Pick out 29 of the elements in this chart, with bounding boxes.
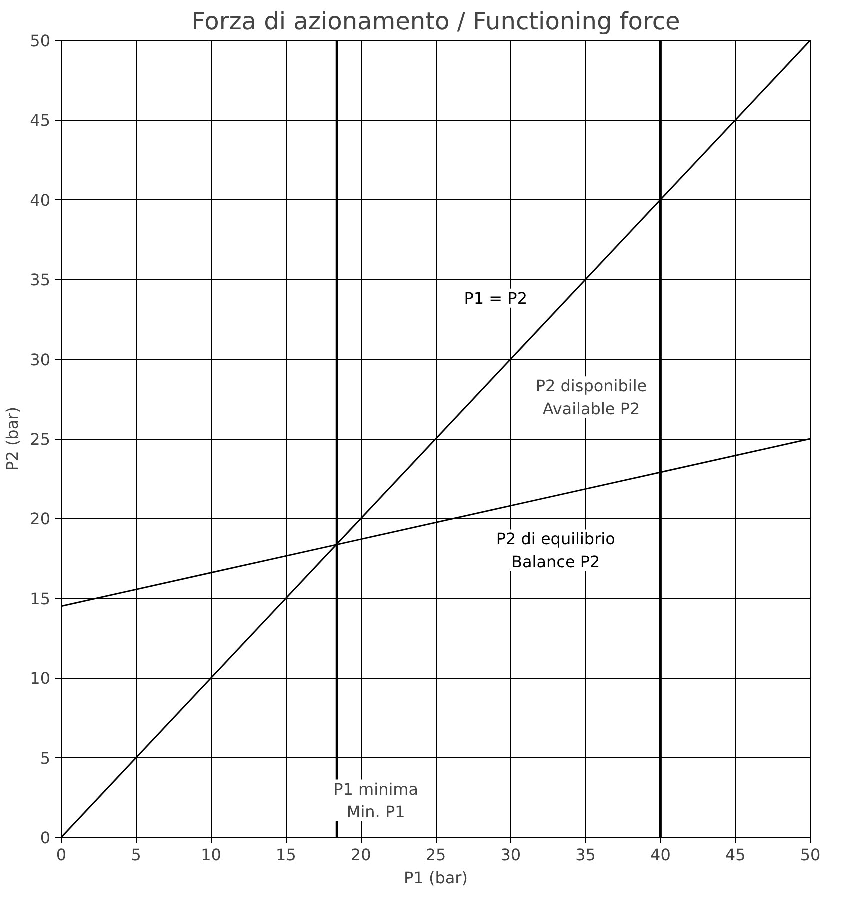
y-tick-label: 5: [40, 748, 51, 768]
series-label: P2 di equilibrio Balance P2: [496, 530, 616, 572]
chart-title: Forza di azionamento / Functioning force: [192, 8, 680, 36]
y-tick-label: 50: [30, 32, 50, 50]
x-axis-title: P1 (bar): [404, 868, 468, 888]
y-tick-label: 15: [30, 589, 50, 608]
y-tick-label: 0: [40, 828, 51, 848]
y-tick-label: 10: [30, 669, 50, 688]
y-tick-label: 20: [30, 510, 50, 529]
annotation: P2 disponibile Available P2: [536, 376, 648, 418]
y-tick-label: 45: [30, 111, 50, 130]
x-tick-label: 10: [201, 846, 222, 864]
x-tick-label: 35: [576, 846, 596, 864]
x-tick-label: 40: [650, 846, 671, 864]
x-tick-label: 50: [800, 846, 821, 864]
y-tick-label: 25: [30, 430, 50, 449]
x-tick-label: 0: [56, 846, 67, 864]
x-tick-label: 15: [276, 846, 296, 864]
ref-line-label: P1 minima Min. P1: [334, 780, 419, 822]
y-tick-label: 40: [30, 190, 50, 210]
y-axis-title: P2 (bar): [3, 407, 22, 471]
y-tick-label: 35: [30, 270, 50, 290]
x-tick-label: 25: [426, 846, 446, 864]
y-tick-label: 30: [30, 350, 50, 370]
series-label: P1 = P2: [464, 288, 528, 308]
x-tick-label: 5: [131, 846, 142, 864]
x-tick-label: 45: [725, 846, 746, 864]
x-tick-label: 20: [350, 846, 372, 864]
x-tick-label: 30: [500, 846, 522, 864]
